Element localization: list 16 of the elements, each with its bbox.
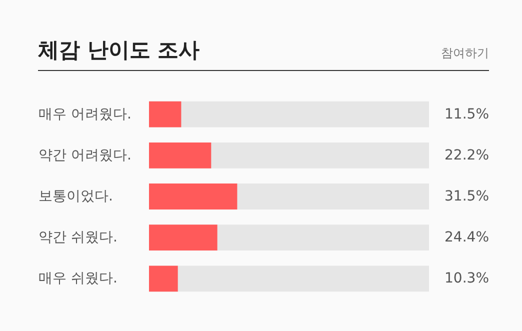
bar <box>149 101 182 128</box>
bar <box>149 266 178 292</box>
data-label: 31.5% <box>444 188 489 204</box>
y-tick-label: 매우 쉬웠다. <box>38 270 118 287</box>
data-label: 10.3% <box>444 270 489 287</box>
data-label: 11.5% <box>444 106 489 122</box>
y-tick-label: 약간 쉬웠다. <box>38 230 118 246</box>
text: 참여하기 <box>441 45 489 62</box>
y-tick-label: 약간 어려웠다. <box>38 147 132 164</box>
data-label: 24.4% <box>444 230 489 246</box>
y-tick-label: 보통이었다. <box>38 188 113 204</box>
y-tick-label: 매우 어려웠다. <box>38 106 132 122</box>
data-label: 22.2% <box>444 147 489 164</box>
bar <box>149 142 212 168</box>
bar <box>149 224 218 251</box>
chart-title: 체감 난이도 조사 <box>38 37 200 64</box>
